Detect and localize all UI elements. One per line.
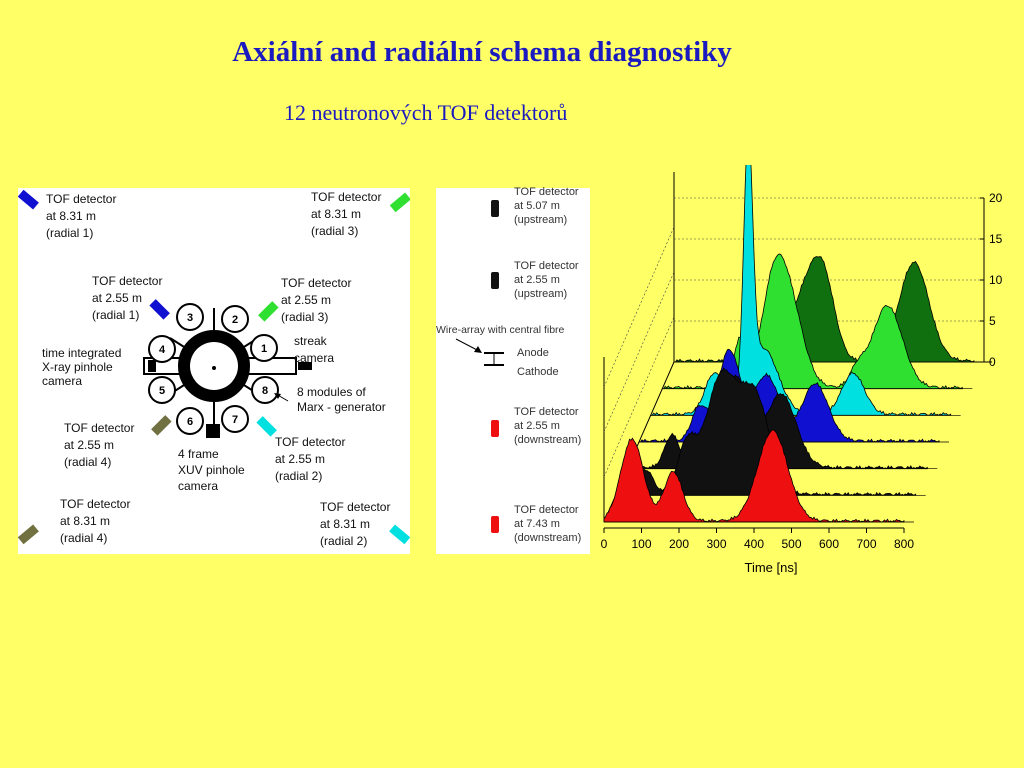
marx-arrow-head [274,393,281,399]
detector-507-upstream-icon [491,200,499,217]
z-tick-label: 20 [989,191,1003,205]
label-tof-255-radial4: TOF detector at 2.55 m (radial 4) [64,421,135,469]
marx-modules: 1 2 3 4 5 6 7 8 [148,303,279,435]
x-axis-label: Time [ns] [745,560,798,575]
wire-array-arrow-head [474,346,482,353]
label-xuv-pinhole-camera: 4 frame XUV pinhole camera [178,447,245,493]
z-tick-label: 0 [989,355,996,369]
radial-diagram: 1 2 3 4 5 6 7 8 TOF detector at 8.31 m (… [18,188,410,554]
slide-subtitle: 12 neutronových TOF detektorů [284,100,568,125]
module-number: 4 [159,344,166,356]
marx-module-2: 2 [221,305,249,333]
module-number: 6 [187,416,193,428]
label-cathode: Cathode [517,366,559,378]
x-tick-label: 300 [706,537,726,551]
radial-diagram-graphic: 1 2 3 4 5 6 7 8 [18,189,410,545]
tof-waterfall-chart: 0 100 200 300 400 500 600 700 800 0 5 10 15 20 Time … [601,165,1003,575]
axial-diagram-graphic [455,200,504,533]
label-xray-pinhole-camera: time integrated X-ray pinhole camera [42,346,122,388]
x-tick-label: 200 [669,537,689,551]
label-tof-831-radial1: TOF detector at 8.31 m (radial 1) [46,192,117,240]
marx-module-7: 7 [221,405,249,433]
side-gridline [603,271,675,433]
side-gridline [603,226,675,388]
label-tof-255-radial3: TOF detector at 2.55 m (radial 3) [281,276,352,324]
detector-radial4-near-icon [151,415,172,436]
slide-title: Axiální and radiální schema diagnostiky [232,36,732,68]
marx-module-1: 1 [250,334,278,362]
z-axis-ticks: 0 5 10 15 20 [980,191,1003,369]
vacuum-chamber [143,308,312,438]
z-tick-label: 5 [989,314,996,328]
label-tof-743-downstream: TOF detector at 7.43 m (downstream) [514,504,582,544]
x-tick-label: 500 [781,537,801,551]
module-number: 8 [262,385,268,397]
wire-array-arrow [455,338,480,352]
z-tick-label: 15 [989,232,1003,246]
series-trace-1 [603,429,905,523]
label-tof-831-radial4: TOF detector at 8.31 m (radial 4) [60,497,131,545]
label-tof-255-radial2: TOF detector at 2.55 m (radial 2) [275,435,346,483]
detector-radial1-near-icon [149,299,170,320]
x-tick-label: 800 [894,537,914,551]
detector-radial4-far-icon [18,524,39,545]
marx-module-6: 6 [176,407,204,435]
label-wire-array: Wire-array with central fibre [436,324,565,336]
label-tof-831-radial3: TOF detector at 8.31 m (radial 3) [311,190,382,238]
x-tick-label: 600 [819,537,839,551]
x-tick-label: 400 [744,537,764,551]
z-tick-label: 10 [989,273,1003,287]
chart-series [603,165,984,523]
detector-radial3-far-icon [389,192,410,213]
marx-module-5: 5 [148,376,176,404]
label-tof-831-radial2: TOF detector at 8.31 m (radial 2) [320,500,391,548]
module-number: 7 [232,414,238,426]
label-tof-255-upstream: TOF detector at 2.55 m (upstream) [514,260,579,300]
label-tof-255-downstream: TOF detector at 2.55 m (downstream) [514,406,582,446]
module-number: 1 [261,343,267,355]
x-axis-ticks: 0 100 200 300 400 500 600 700 800 [601,527,914,551]
detector-743-downstream-icon [491,516,499,533]
marx-module-8: 8 [251,376,279,404]
module-number: 3 [187,312,193,324]
x-tick-label: 700 [856,537,876,551]
label-tof-255-radial1: TOF detector at 2.55 m (radial 1) [92,274,163,322]
side-gridline [603,316,675,478]
module-number: 5 [159,385,165,397]
marx-module-4: 4 [148,335,176,363]
detector-radial1-far-icon [18,189,39,210]
detector-radial2-near-icon [256,416,277,437]
series-trace-7 [673,256,975,363]
x-tick-label: 100 [631,537,651,551]
label-tof-507-upstream: TOF detector at 5.07 m (upstream) [514,186,579,226]
detector-radial3-near-icon [258,301,279,322]
label-streak-camera: streak camera [294,334,335,365]
x-tick-label: 0 [601,537,608,551]
axial-diagram: TOF detector at 5.07 m (upstream) TOF de… [436,186,590,554]
module-number: 2 [232,314,238,326]
detector-radial2-far-icon [389,524,410,545]
detector-255-upstream-icon [491,272,499,289]
label-marx-generator: 8 modules of Marx - generator [297,385,386,414]
marx-module-3: 3 [176,303,204,331]
detector-255-downstream-icon [491,420,499,437]
label-anode: Anode [517,347,549,359]
